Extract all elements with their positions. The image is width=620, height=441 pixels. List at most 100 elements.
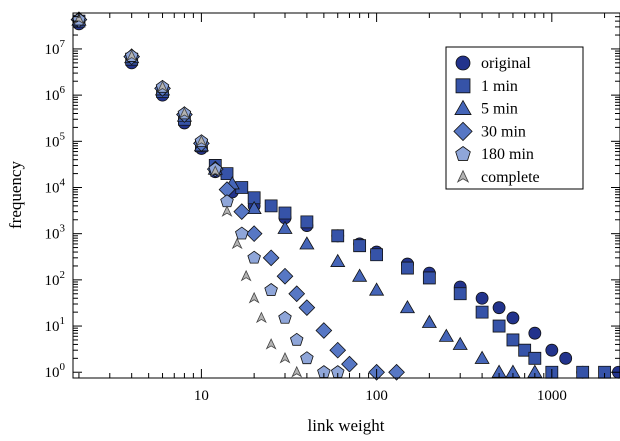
axes: 10 100 1000 100 101 102 103 104 105 106 107 [45, 12, 620, 404]
data-point [453, 287, 467, 301]
legend-label: original [481, 55, 531, 72]
data-point [289, 332, 304, 346]
series-complete [73, 12, 303, 378]
data-point [492, 319, 506, 333]
data-point [369, 282, 385, 296]
data-point [329, 341, 347, 359]
data-point [233, 203, 251, 221]
legend-marker [454, 99, 472, 115]
data-point [264, 283, 278, 296]
data-point [126, 49, 138, 62]
y-tick-label: 100 [45, 361, 66, 381]
x-axis-label: link weight [308, 416, 385, 435]
legend-item: 1 min [455, 78, 518, 95]
data-point [474, 350, 490, 364]
series-30-min [70, 11, 405, 381]
data-point [178, 107, 190, 119]
data-point [341, 355, 358, 373]
x-tick-label: 1000 [537, 388, 567, 404]
legend-marker [455, 146, 471, 161]
data-point [331, 229, 345, 243]
data-point [576, 365, 590, 379]
data-point [299, 236, 315, 250]
legend-item: complete [456, 169, 540, 186]
data-point [528, 351, 542, 365]
x-tick-label: 10 [194, 388, 209, 404]
data-point [279, 351, 291, 364]
data-point [399, 299, 416, 314]
y-axis-label: frequency [6, 161, 25, 229]
data-point [545, 343, 559, 357]
data-point [221, 205, 233, 217]
legend-box [445, 46, 584, 190]
y-tick-label: 105 [45, 130, 66, 150]
legend-label: 30 min [481, 123, 526, 140]
data-point [247, 250, 261, 264]
data-point [475, 305, 489, 319]
data-point [353, 239, 367, 253]
data-point [401, 261, 414, 275]
legend-marker [456, 169, 470, 183]
data-point [506, 311, 520, 325]
data-point [195, 134, 207, 147]
data-point [209, 165, 221, 177]
legend-label: complete [481, 169, 540, 186]
data-point [240, 269, 252, 282]
data-point [265, 338, 277, 350]
plot-frame [72, 12, 620, 379]
data-point [278, 206, 292, 220]
y-tick-label: 103 [45, 223, 66, 243]
data-point [278, 310, 292, 324]
y-tick-label: 106 [45, 84, 66, 104]
data-point [438, 328, 454, 342]
legend-item: 180 min [455, 146, 534, 163]
data-point [315, 322, 333, 339]
data-point [247, 191, 261, 205]
legend-label: 180 min [481, 146, 534, 163]
data-point [157, 80, 168, 93]
y-tick-label: 102 [45, 269, 66, 289]
legend: original 1 min 5 min 30 min 180 min complete [445, 46, 584, 190]
data-point [300, 351, 314, 365]
data-point [352, 268, 368, 282]
data-point [506, 333, 520, 347]
y-tick-label: 104 [45, 176, 66, 196]
data-point [370, 248, 384, 262]
data-point [276, 267, 294, 285]
y-tick-label: 101 [45, 315, 66, 335]
data-point [255, 311, 267, 324]
data-point [475, 291, 489, 305]
data-point [231, 237, 243, 250]
data-point [559, 351, 573, 365]
data-point [298, 299, 316, 317]
legend-marker [455, 55, 471, 71]
series-180-min [72, 12, 345, 378]
data-point [388, 363, 405, 381]
data-point [245, 225, 263, 243]
data-point [288, 285, 306, 303]
data-point [421, 314, 437, 328]
x-tick-label: 100 [365, 388, 388, 404]
legend-label: 5 min [481, 101, 518, 118]
data-point [492, 301, 506, 315]
legend-marker [455, 78, 471, 94]
data-point [291, 365, 303, 378]
data-point [246, 200, 262, 215]
legend-item: 5 min [454, 99, 518, 118]
legend-label: 1 min [481, 78, 518, 95]
y-tick-label: 107 [45, 38, 66, 58]
data-point [264, 199, 278, 213]
data-point [452, 336, 468, 350]
data-point [330, 253, 346, 267]
legend-item: original [455, 55, 531, 72]
data-point [277, 220, 293, 234]
data-point [300, 215, 314, 229]
legend-item: 30 min [453, 121, 526, 142]
data-point [235, 226, 249, 240]
data-point [528, 326, 542, 340]
data-point [422, 271, 436, 285]
data-point [248, 291, 260, 304]
legend-marker [453, 121, 473, 142]
data-point [262, 249, 280, 267]
